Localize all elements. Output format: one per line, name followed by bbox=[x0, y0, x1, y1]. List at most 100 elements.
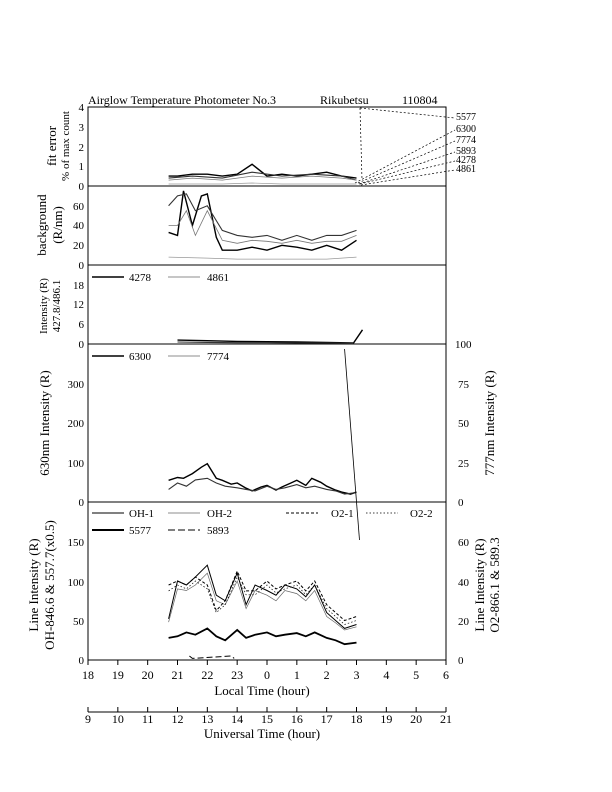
series-line-o2-1 bbox=[168, 569, 357, 622]
wl-label: 4278 bbox=[456, 155, 476, 166]
line-tick: 50 bbox=[73, 616, 85, 628]
local-tick-label: 23 bbox=[231, 668, 243, 682]
blue-ylabel-2: 427.8/486.1 bbox=[51, 280, 63, 333]
series-line-6300 bbox=[168, 171, 357, 181]
series-line-o2-2 bbox=[168, 576, 357, 625]
legend-label-o21: O2-1 bbox=[331, 508, 354, 520]
local-tick-label: 4 bbox=[383, 668, 389, 682]
line-right-tick: 0 bbox=[458, 655, 464, 667]
series-line-5577 bbox=[168, 190, 357, 251]
wl-label: 5577 bbox=[456, 112, 476, 123]
local-tick-label: 5 bbox=[413, 668, 419, 682]
local-tick-label: 20 bbox=[142, 668, 154, 682]
legend-label-oh1: OH-1 bbox=[129, 508, 154, 520]
local-tick-label: 21 bbox=[172, 668, 184, 682]
series-line-4861 bbox=[177, 341, 354, 344]
series-line-7774 bbox=[168, 209, 357, 244]
wl-label: 4861 bbox=[456, 164, 476, 175]
ut-tick-label: 10 bbox=[112, 712, 124, 726]
wavelength-leaders bbox=[354, 107, 456, 186]
red-tick: 100 bbox=[68, 458, 85, 470]
blue-ylabel-1: Intensity (R) bbox=[38, 278, 50, 334]
fit-tick: 2 bbox=[79, 142, 85, 154]
series-line-4278 bbox=[168, 256, 357, 260]
fit-tick: 4 bbox=[79, 102, 85, 114]
leader-line bbox=[358, 151, 456, 185]
ut-tick-label: 15 bbox=[261, 712, 273, 726]
line-ylabel-left-2: OH-846.6 & 557.7(x0.5) bbox=[42, 520, 57, 650]
local-tick-group: 18 19 20 21 22 23 0 1 2 3 4 5 6 bbox=[82, 660, 449, 682]
red-right-tick: 75 bbox=[458, 379, 470, 391]
series-line-6300 bbox=[168, 193, 357, 241]
line-ylabel-right-1: Line Intensity (R) bbox=[472, 538, 487, 631]
series-line-5893 bbox=[189, 655, 235, 659]
ut-tick-label: 9 bbox=[85, 712, 91, 726]
bg-tick: 20 bbox=[73, 240, 85, 252]
red-right-tick: 25 bbox=[458, 458, 470, 470]
ut-tick-label: 20 bbox=[410, 712, 422, 726]
line-right-tick: 60 bbox=[458, 537, 470, 549]
series-line-6300-artifact bbox=[344, 348, 360, 541]
blue-tick: 18 bbox=[73, 280, 85, 292]
leader-line bbox=[359, 160, 456, 185]
ut-tick-label: 14 bbox=[231, 712, 243, 726]
red-tick: 300 bbox=[68, 379, 85, 391]
legend-red: 6300 7774 bbox=[92, 351, 230, 363]
legend-label-4278: 4278 bbox=[129, 272, 152, 284]
fit-tick: 3 bbox=[79, 122, 85, 134]
bg-tick: 40 bbox=[73, 220, 85, 232]
ut-tick-label: 17 bbox=[321, 712, 333, 726]
leader-line bbox=[354, 129, 456, 184]
red-tick: 200 bbox=[68, 418, 85, 430]
series-line-5577 bbox=[168, 163, 357, 179]
series-line-oh-1 bbox=[168, 564, 357, 629]
panel-red-frame bbox=[87, 343, 447, 503]
ut-tick-label: 16 bbox=[291, 712, 303, 726]
y-axis-labels: fit error % of max count background (R/n… bbox=[26, 111, 502, 650]
series-line-6300 bbox=[168, 462, 357, 495]
ut-tick-label: 13 bbox=[201, 712, 213, 726]
local-tick-label: 0 bbox=[264, 668, 270, 682]
local-tick-label: 18 bbox=[82, 668, 94, 682]
series-line-oh-2 bbox=[168, 572, 357, 631]
local-time-axis: 18 19 20 21 22 23 0 1 2 3 4 5 6 Local Time (hour) bbox=[82, 660, 449, 698]
local-tick-label: 3 bbox=[354, 668, 360, 682]
wl-label: 6300 bbox=[456, 124, 476, 135]
legend-label-oh2: OH-2 bbox=[207, 508, 232, 520]
ut-tick-group: 9 10 11 12 13 14 15 16 17 18 19 20 21 bbox=[85, 707, 452, 726]
title-date: 110804 bbox=[402, 93, 438, 107]
y-ticks-left: 0 1 2 3 4 0 20 40 60 0 6 12 18 0 100 200… bbox=[68, 102, 85, 667]
series-line-4278 bbox=[177, 329, 364, 344]
legend-label-5893: 5893 bbox=[207, 525, 230, 537]
data-lines bbox=[168, 163, 364, 659]
leader-line bbox=[359, 107, 363, 181]
legend-label-7774: 7774 bbox=[207, 351, 230, 363]
local-tick-label: 1 bbox=[294, 668, 300, 682]
ut-tick-label: 21 bbox=[440, 712, 452, 726]
line-tick: 0 bbox=[79, 655, 85, 667]
local-tick-label: 6 bbox=[443, 668, 449, 682]
legend-label-4861: 4861 bbox=[207, 272, 229, 284]
title-station: Rikubetsu bbox=[320, 93, 369, 107]
leader-line bbox=[359, 107, 456, 119]
fit-ylabel-2: % of max count bbox=[60, 111, 72, 181]
legend-blue: 4278 4861 bbox=[92, 272, 229, 284]
line-tick: 150 bbox=[68, 537, 85, 549]
legend-label-5577: 5577 bbox=[129, 525, 152, 537]
legend-label-6300: 6300 bbox=[129, 351, 152, 363]
wl-label: 7774 bbox=[456, 135, 476, 146]
line-right-tick: 40 bbox=[458, 577, 470, 589]
fit-ylabel-1: fit error bbox=[44, 125, 59, 166]
local-tick-label: 22 bbox=[201, 668, 213, 682]
blue-tick: 6 bbox=[79, 319, 85, 331]
wl-label: 5893 bbox=[456, 146, 476, 157]
fit-tick: 1 bbox=[79, 161, 85, 173]
bg-tick: 60 bbox=[73, 201, 85, 213]
y-ticks-right: 0 25 50 75 100 0 20 40 60 bbox=[455, 339, 472, 667]
local-time-label: Local Time (hour) bbox=[214, 683, 309, 698]
ut-axis: 9 10 11 12 13 14 15 16 17 18 19 20 21 Universal Time… bbox=[85, 707, 452, 741]
ut-tick-label: 12 bbox=[172, 712, 184, 726]
local-tick-label: 2 bbox=[324, 668, 330, 682]
series-line-7774 bbox=[168, 477, 357, 495]
